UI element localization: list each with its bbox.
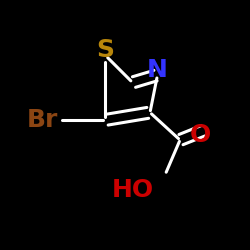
Text: O: O xyxy=(190,123,210,147)
Text: N: N xyxy=(147,58,168,82)
Text: Br: Br xyxy=(27,108,58,132)
Text: S: S xyxy=(96,38,114,62)
Text: HO: HO xyxy=(112,178,154,202)
